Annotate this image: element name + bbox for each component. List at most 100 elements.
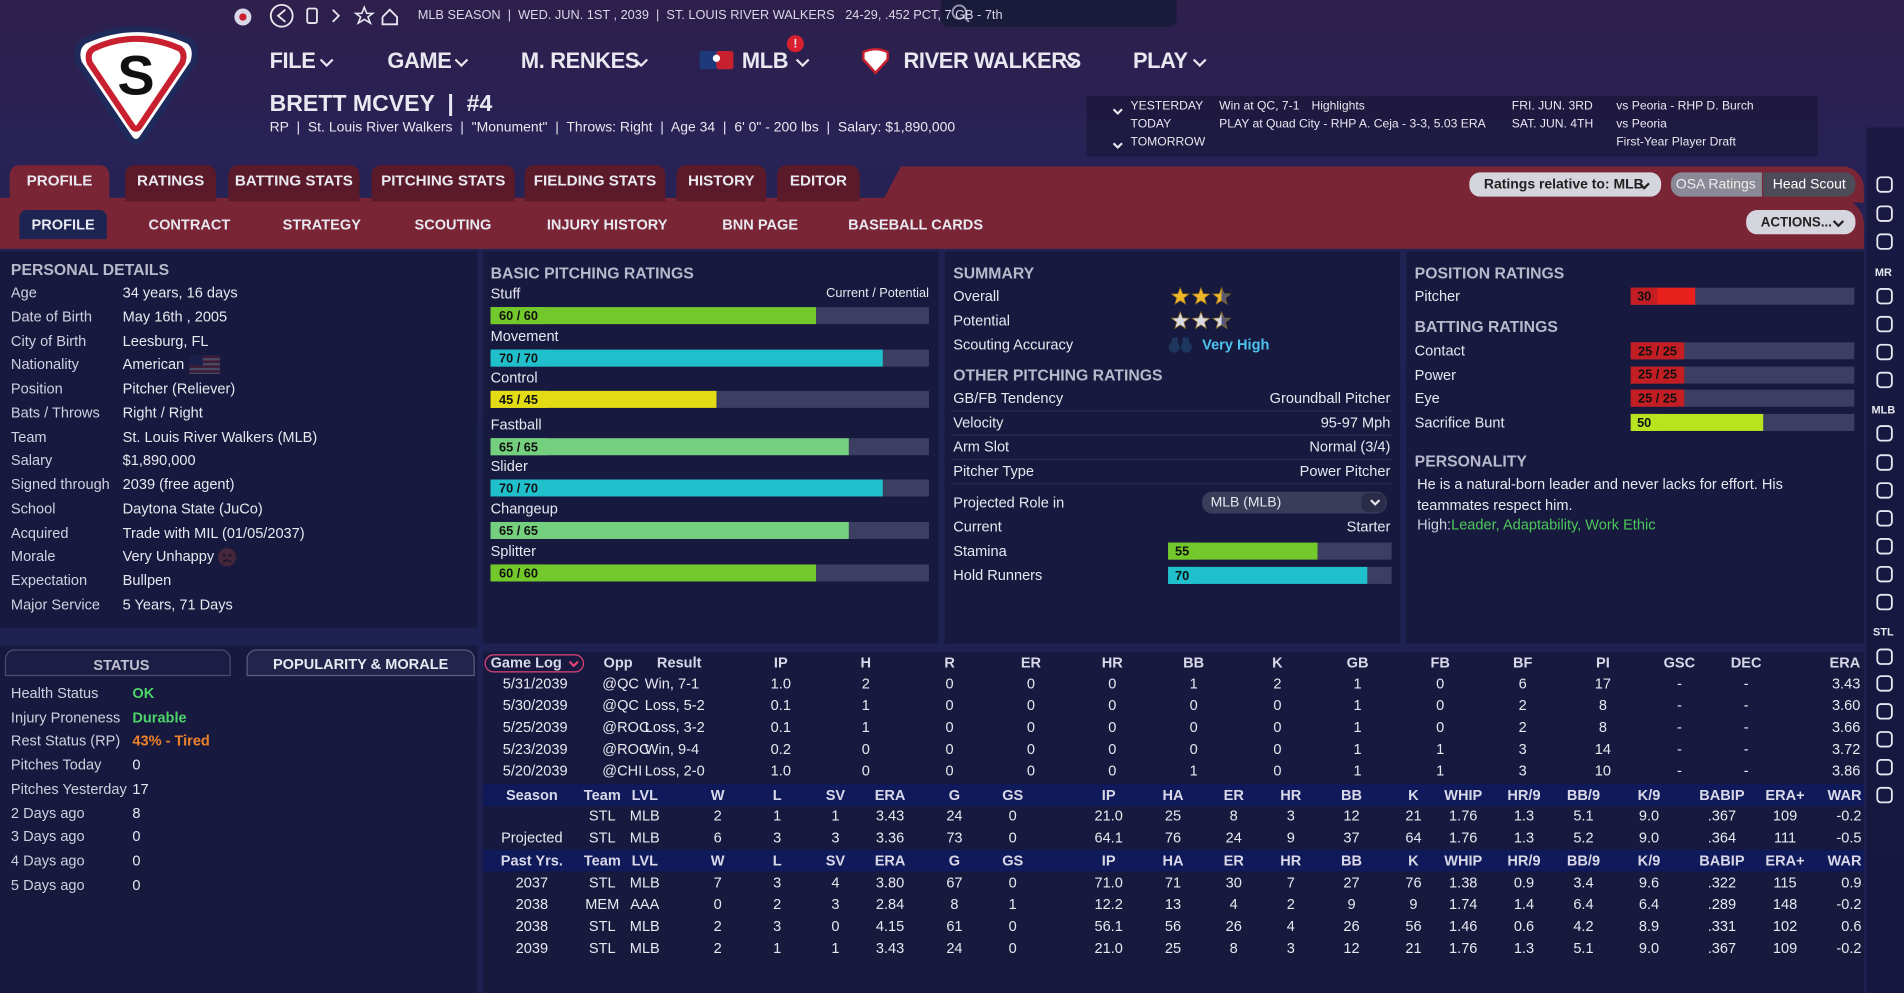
sidebar-icon[interactable] [1876, 786, 1893, 804]
table-cell: 148 [1772, 895, 1798, 913]
sidebar-icon[interactable] [1876, 315, 1893, 333]
tab-label[interactable]: RATINGS [137, 172, 205, 190]
status-tab[interactable] [246, 649, 475, 677]
tab-label[interactable]: EDITOR [789, 172, 847, 190]
tab[interactable] [777, 165, 860, 202]
sidebar-icon[interactable] [1876, 510, 1893, 527]
sidebar-icon[interactable] [1876, 205, 1893, 222]
sidebar-icon[interactable] [1876, 233, 1893, 250]
chevron[interactable] [1369, 499, 1380, 507]
schedule-today: PLAY at Quad City - RHP A. Ceja - 3-3, 5… [1219, 117, 1486, 132]
menu-item[interactable]: PLAY [1132, 48, 1188, 73]
table-cell: 0 [1026, 674, 1036, 692]
sidebar-icon[interactable] [1876, 343, 1893, 361]
sidebar-icon[interactable] [1876, 593, 1893, 611]
sidebar-icon[interactable] [1876, 176, 1893, 193]
status-tab-label[interactable]: POPULARITY & MORALE [272, 655, 449, 673]
dropdown-value[interactable]: MLB (MLB) [1210, 494, 1282, 510]
subtab-label[interactable]: CONTRACT [148, 216, 231, 234]
menu-item[interactable]: GAME [387, 48, 452, 73]
table-cell: Projected [501, 829, 563, 847]
chevron[interactable] [319, 58, 334, 67]
sidebar-icon[interactable] [1876, 565, 1893, 583]
status-tab-label[interactable]: STATUS [93, 656, 150, 674]
menu-item[interactable]: MLB [741, 48, 789, 73]
table-cell: @QC [602, 696, 639, 714]
subtab-label[interactable]: PROFILE [31, 216, 95, 234]
button[interactable] [1746, 210, 1856, 235]
button-label[interactable]: OSA Ratings [1675, 176, 1756, 192]
menu-item[interactable]: M. RENKES [520, 48, 640, 73]
menu-item[interactable]: RIVER WALKERS [903, 48, 1081, 73]
subtab-label[interactable]: BNN PAGE [722, 216, 799, 234]
sidebar-icon[interactable] [1876, 482, 1893, 499]
alert-badge [786, 35, 804, 53]
chevron[interactable] [1638, 182, 1650, 190]
sidebar-icon[interactable] [1876, 425, 1893, 442]
button-label[interactable]: ACTIONS... [1760, 214, 1832, 230]
status-label: 5 Days ago [10, 875, 85, 893]
chevron[interactable] [1064, 58, 1079, 67]
chevron[interactable] [795, 58, 810, 67]
subtab-label[interactable]: STRATEGY [282, 216, 361, 234]
sidebar-icon[interactable] [1876, 703, 1893, 720]
tab[interactable] [371, 165, 515, 202]
table-cell: 3.43 [1831, 674, 1861, 692]
sidebar-icon[interactable] [1876, 675, 1893, 692]
sidebar-icon[interactable] [1876, 731, 1893, 748]
sidebar-icon[interactable] [1876, 287, 1893, 305]
chevron[interactable] [1832, 220, 1845, 228]
sidebar-icon[interactable] [1876, 538, 1893, 555]
dropdown[interactable] [1202, 491, 1387, 514]
bar-label: 65 / 65 [499, 439, 539, 455]
tab[interactable] [228, 165, 360, 202]
tab-label[interactable]: BATTING STATS [234, 172, 353, 190]
sidebar-icon[interactable] [1876, 758, 1893, 776]
schedule-link[interactable]: Highlights [1311, 99, 1365, 113]
status-label: Pitches Yesterday [10, 780, 127, 798]
subtab-active[interactable] [19, 210, 107, 240]
toolbar-icons[interactable] [231, 2, 401, 29]
tab[interactable] [125, 165, 217, 202]
button-label[interactable]: Ratings relative to: MLB [1483, 176, 1644, 192]
chevron[interactable] [568, 661, 579, 668]
tab-label[interactable]: FIELDING STATS [533, 172, 657, 190]
table-cell: 2038 [515, 917, 549, 935]
table-cell: 21 [1405, 807, 1422, 825]
rating-name: Movement [490, 327, 559, 345]
button[interactable] [1469, 172, 1662, 197]
tab-label[interactable]: PITCHING STATS [381, 172, 506, 190]
tab-label[interactable]: HISTORY [687, 172, 755, 190]
chevron[interactable] [1112, 108, 1123, 116]
chevron[interactable] [454, 58, 469, 67]
subtab-label[interactable]: INJURY HISTORY [546, 216, 668, 234]
chevron-line [1064, 58, 1078, 67]
tab[interactable] [524, 165, 666, 202]
menu-item[interactable]: FILE [269, 48, 316, 73]
search-box[interactable] [941, 0, 1177, 27]
sidebar-icon[interactable] [1876, 454, 1893, 471]
tab-label[interactable]: PROFILE [26, 172, 93, 190]
summary-label: Overall [953, 287, 1000, 305]
chevron[interactable] [1112, 142, 1123, 150]
table-cell: 0 [1189, 740, 1198, 758]
sidebar-icon[interactable] [1876, 648, 1893, 665]
table-cell: 1.0 [770, 762, 791, 780]
dropdown[interactable] [484, 654, 585, 673]
chevron[interactable] [634, 58, 649, 67]
rating-name: Power [1414, 366, 1456, 384]
subtab-label[interactable]: BASEBALL CARDS [848, 216, 984, 234]
sidebar-icon[interactable] [1876, 371, 1893, 389]
button[interactable] [1670, 172, 1762, 197]
status-label: Injury Proneness [10, 708, 121, 726]
chevron[interactable] [1192, 58, 1207, 67]
column-header: ERA [874, 852, 906, 870]
tab[interactable] [9, 165, 110, 202]
subtab-label[interactable]: SCOUTING [414, 216, 492, 234]
button[interactable] [1763, 172, 1856, 197]
table-cell: 21.0 [1094, 807, 1123, 825]
tab[interactable] [676, 165, 767, 202]
table-cell: 1 [1436, 762, 1445, 780]
status-tab[interactable] [4, 649, 231, 677]
button-label[interactable]: Head Scout [1772, 176, 1846, 192]
